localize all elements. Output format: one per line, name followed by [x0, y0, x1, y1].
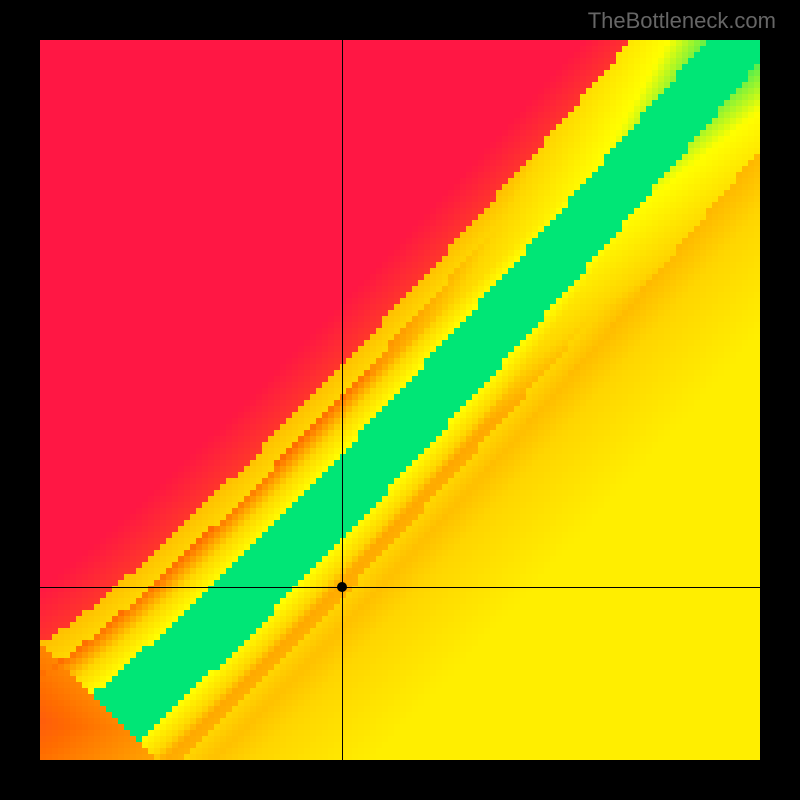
watermark-text: TheBottleneck.com	[588, 8, 776, 34]
heatmap-chart	[40, 40, 760, 760]
crosshair-vertical	[342, 40, 343, 760]
crosshair-marker	[337, 582, 347, 592]
crosshair-horizontal	[40, 587, 760, 588]
heatmap-canvas	[40, 40, 760, 760]
